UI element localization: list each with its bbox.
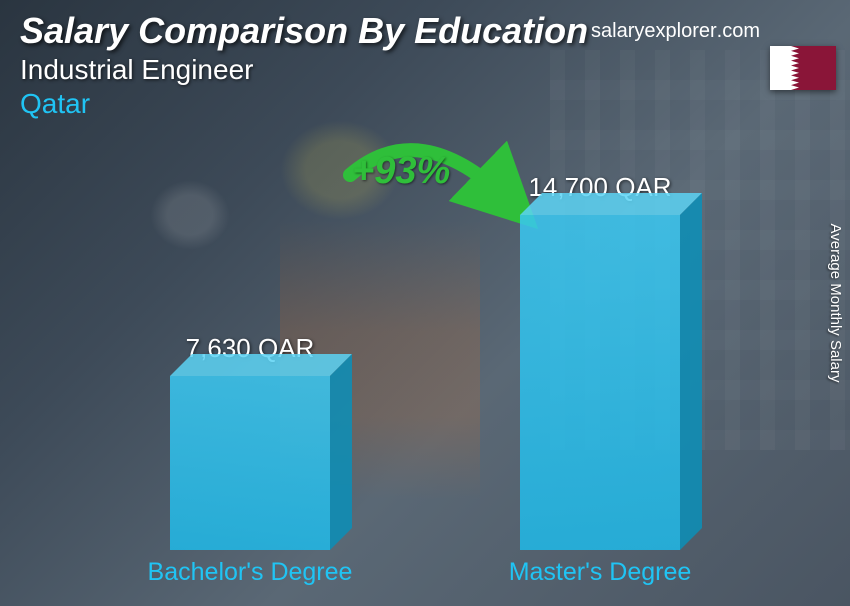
bar-side-face — [330, 354, 352, 550]
bar-master: 14,700 QAR Master's Degree — [520, 172, 680, 550]
brand-main: salaryexplorer — [591, 20, 717, 42]
bar-top-face — [520, 193, 702, 215]
bar-label-master: Master's Degree — [509, 558, 692, 587]
flag-serration — [791, 46, 799, 90]
flag-white-band — [770, 46, 791, 90]
brand-suffix: .com — [717, 20, 760, 42]
title-block: Salary Comparison By Education Industria… — [20, 10, 588, 120]
bar-top-face — [170, 354, 352, 376]
flag-qatar — [770, 46, 836, 90]
bar-bachelor: 7,630 QAR Bachelor's Degree — [170, 333, 330, 550]
brand-label: salaryexplorer.com — [591, 20, 760, 43]
bar-side-face — [680, 193, 702, 550]
main-title: Salary Comparison By Education — [20, 10, 588, 52]
bar-front-face — [520, 215, 680, 550]
y-axis-label: Average Monthly Salary — [827, 224, 844, 383]
subtitle-job: Industrial Engineer — [20, 54, 588, 86]
bar-label-bachelor: Bachelor's Degree — [148, 558, 353, 587]
bar-3d-bachelor — [170, 376, 330, 550]
bar-front-face — [170, 376, 330, 550]
subtitle-country: Qatar — [20, 88, 588, 120]
bar-3d-master — [520, 215, 680, 550]
chart-area: 7,630 QAR Bachelor's Degree 14,700 QAR M… — [0, 166, 810, 586]
